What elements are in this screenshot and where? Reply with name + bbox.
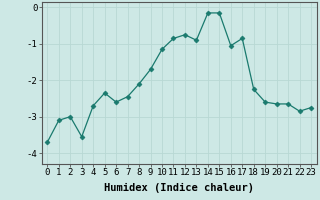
X-axis label: Humidex (Indice chaleur): Humidex (Indice chaleur) [104, 183, 254, 193]
